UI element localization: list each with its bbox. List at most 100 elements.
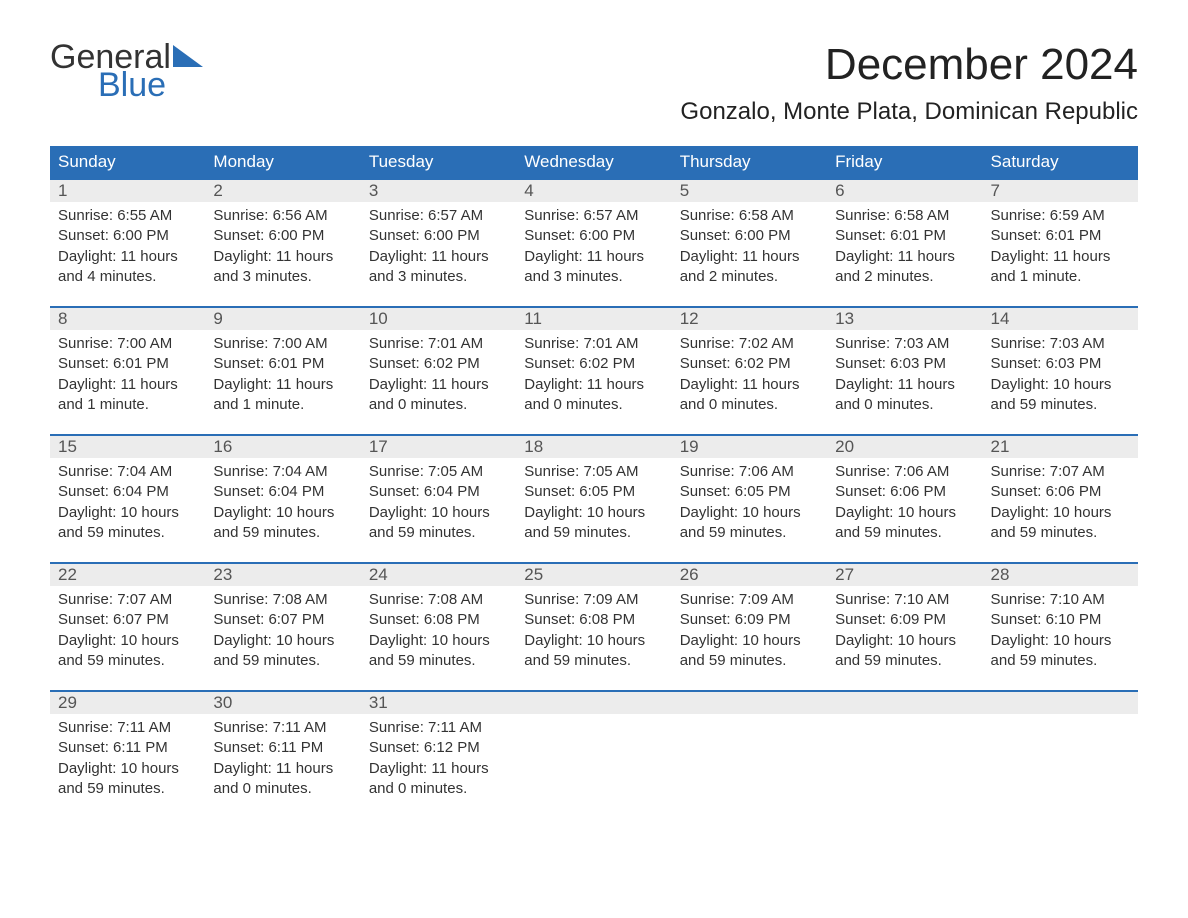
sunset-text: Sunset: 6:01 PM — [213, 354, 352, 374]
day-number-bar — [983, 692, 1138, 714]
calendar-day-cell: 19Sunrise: 7:06 AMSunset: 6:05 PMDayligh… — [672, 435, 827, 563]
sunset-text: Sunset: 6:01 PM — [991, 226, 1130, 246]
day-details: Sunrise: 7:08 AMSunset: 6:08 PMDaylight:… — [361, 586, 516, 679]
day-details: Sunrise: 7:03 AMSunset: 6:03 PMDaylight:… — [983, 330, 1138, 423]
day-header: Friday — [827, 146, 982, 179]
daylight-text: Daylight: 10 hours and 59 minutes. — [369, 631, 508, 672]
daylight-text: Daylight: 10 hours and 59 minutes. — [369, 503, 508, 544]
daylight-text: Daylight: 11 hours and 0 minutes. — [524, 375, 663, 416]
day-header-row: Sunday Monday Tuesday Wednesday Thursday… — [50, 146, 1138, 179]
day-details: Sunrise: 7:04 AMSunset: 6:04 PMDaylight:… — [205, 458, 360, 551]
daylight-text: Daylight: 10 hours and 59 minutes. — [680, 631, 819, 672]
sunset-text: Sunset: 6:12 PM — [369, 738, 508, 758]
day-details: Sunrise: 6:55 AMSunset: 6:00 PMDaylight:… — [50, 202, 205, 295]
daylight-text: Daylight: 10 hours and 59 minutes. — [991, 503, 1130, 544]
calendar-day-cell: 23Sunrise: 7:08 AMSunset: 6:07 PMDayligh… — [205, 563, 360, 691]
day-header: Sunday — [50, 146, 205, 179]
daylight-text: Daylight: 10 hours and 59 minutes. — [991, 631, 1130, 672]
calendar-day-cell — [516, 691, 671, 819]
calendar-day-cell: 12Sunrise: 7:02 AMSunset: 6:02 PMDayligh… — [672, 307, 827, 435]
calendar-week-row: 22Sunrise: 7:07 AMSunset: 6:07 PMDayligh… — [50, 563, 1138, 691]
calendar-day-cell: 10Sunrise: 7:01 AMSunset: 6:02 PMDayligh… — [361, 307, 516, 435]
location-subtitle: Gonzalo, Monte Plata, Dominican Republic — [680, 98, 1138, 126]
day-details: Sunrise: 7:09 AMSunset: 6:08 PMDaylight:… — [516, 586, 671, 679]
sunset-text: Sunset: 6:03 PM — [991, 354, 1130, 374]
day-details: Sunrise: 7:10 AMSunset: 6:09 PMDaylight:… — [827, 586, 982, 679]
sunset-text: Sunset: 6:02 PM — [524, 354, 663, 374]
daylight-text: Daylight: 11 hours and 2 minutes. — [835, 247, 974, 288]
sunset-text: Sunset: 6:01 PM — [835, 226, 974, 246]
day-number: 26 — [672, 564, 827, 586]
document-header: General Blue December 2024 Gonzalo, Mont… — [50, 40, 1138, 126]
daylight-text: Daylight: 10 hours and 59 minutes. — [213, 631, 352, 672]
day-header: Thursday — [672, 146, 827, 179]
sunrise-text: Sunrise: 7:04 AM — [58, 462, 197, 482]
day-number: 28 — [983, 564, 1138, 586]
calendar-day-cell — [827, 691, 982, 819]
day-details: Sunrise: 6:58 AMSunset: 6:00 PMDaylight:… — [672, 202, 827, 295]
day-details: Sunrise: 6:57 AMSunset: 6:00 PMDaylight:… — [516, 202, 671, 295]
daylight-text: Daylight: 11 hours and 3 minutes. — [213, 247, 352, 288]
day-number: 27 — [827, 564, 982, 586]
day-number: 15 — [50, 436, 205, 458]
calendar-day-cell: 9Sunrise: 7:00 AMSunset: 6:01 PMDaylight… — [205, 307, 360, 435]
sunset-text: Sunset: 6:06 PM — [991, 482, 1130, 502]
calendar-day-cell: 29Sunrise: 7:11 AMSunset: 6:11 PMDayligh… — [50, 691, 205, 819]
daylight-text: Daylight: 10 hours and 59 minutes. — [58, 631, 197, 672]
sunset-text: Sunset: 6:08 PM — [524, 610, 663, 630]
daylight-text: Daylight: 10 hours and 59 minutes. — [680, 503, 819, 544]
day-details: Sunrise: 7:07 AMSunset: 6:06 PMDaylight:… — [983, 458, 1138, 551]
day-number: 18 — [516, 436, 671, 458]
sunset-text: Sunset: 6:05 PM — [524, 482, 663, 502]
sunset-text: Sunset: 6:09 PM — [835, 610, 974, 630]
sunrise-text: Sunrise: 7:11 AM — [58, 718, 197, 738]
day-number: 12 — [672, 308, 827, 330]
day-details: Sunrise: 7:09 AMSunset: 6:09 PMDaylight:… — [672, 586, 827, 679]
day-details: Sunrise: 7:11 AMSunset: 6:11 PMDaylight:… — [50, 714, 205, 807]
daylight-text: Daylight: 10 hours and 59 minutes. — [213, 503, 352, 544]
calendar-day-cell — [983, 691, 1138, 819]
sunset-text: Sunset: 6:03 PM — [835, 354, 974, 374]
day-number: 5 — [672, 180, 827, 202]
sunrise-text: Sunrise: 7:05 AM — [524, 462, 663, 482]
calendar-day-cell: 28Sunrise: 7:10 AMSunset: 6:10 PMDayligh… — [983, 563, 1138, 691]
day-details: Sunrise: 6:59 AMSunset: 6:01 PMDaylight:… — [983, 202, 1138, 295]
calendar-day-cell: 1Sunrise: 6:55 AMSunset: 6:00 PMDaylight… — [50, 179, 205, 307]
daylight-text: Daylight: 10 hours and 59 minutes. — [524, 503, 663, 544]
sunrise-text: Sunrise: 6:58 AM — [835, 206, 974, 226]
sunrise-text: Sunrise: 7:10 AM — [991, 590, 1130, 610]
day-number-bar — [827, 692, 982, 714]
sunrise-text: Sunrise: 7:03 AM — [991, 334, 1130, 354]
sunrise-text: Sunrise: 7:11 AM — [213, 718, 352, 738]
day-number: 7 — [983, 180, 1138, 202]
day-number: 16 — [205, 436, 360, 458]
day-number: 25 — [516, 564, 671, 586]
calendar-day-cell: 11Sunrise: 7:01 AMSunset: 6:02 PMDayligh… — [516, 307, 671, 435]
sunrise-text: Sunrise: 7:01 AM — [524, 334, 663, 354]
sunrise-text: Sunrise: 7:08 AM — [369, 590, 508, 610]
day-details: Sunrise: 7:06 AMSunset: 6:06 PMDaylight:… — [827, 458, 982, 551]
day-number: 10 — [361, 308, 516, 330]
day-details: Sunrise: 7:11 AMSunset: 6:11 PMDaylight:… — [205, 714, 360, 807]
daylight-text: Daylight: 11 hours and 0 minutes. — [835, 375, 974, 416]
calendar-day-cell: 16Sunrise: 7:04 AMSunset: 6:04 PMDayligh… — [205, 435, 360, 563]
sunrise-text: Sunrise: 6:57 AM — [369, 206, 508, 226]
daylight-text: Daylight: 11 hours and 3 minutes. — [524, 247, 663, 288]
daylight-text: Daylight: 11 hours and 2 minutes. — [680, 247, 819, 288]
sunrise-text: Sunrise: 6:57 AM — [524, 206, 663, 226]
sunset-text: Sunset: 6:09 PM — [680, 610, 819, 630]
day-number: 3 — [361, 180, 516, 202]
sunrise-text: Sunrise: 6:55 AM — [58, 206, 197, 226]
sunset-text: Sunset: 6:11 PM — [58, 738, 197, 758]
calendar-day-cell: 25Sunrise: 7:09 AMSunset: 6:08 PMDayligh… — [516, 563, 671, 691]
sunrise-text: Sunrise: 7:01 AM — [369, 334, 508, 354]
day-details: Sunrise: 7:06 AMSunset: 6:05 PMDaylight:… — [672, 458, 827, 551]
day-number: 8 — [50, 308, 205, 330]
sunset-text: Sunset: 6:04 PM — [369, 482, 508, 502]
daylight-text: Daylight: 11 hours and 1 minute. — [58, 375, 197, 416]
sunrise-text: Sunrise: 7:04 AM — [213, 462, 352, 482]
calendar-day-cell: 8Sunrise: 7:00 AMSunset: 6:01 PMDaylight… — [50, 307, 205, 435]
day-number: 21 — [983, 436, 1138, 458]
daylight-text: Daylight: 11 hours and 3 minutes. — [369, 247, 508, 288]
day-number: 24 — [361, 564, 516, 586]
